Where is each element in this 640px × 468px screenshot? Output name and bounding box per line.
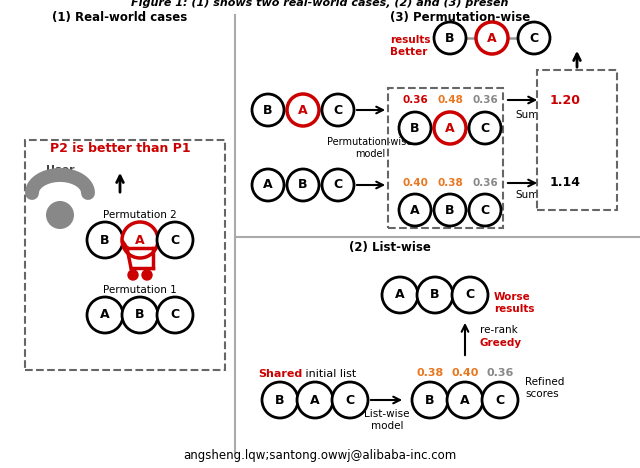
Text: Permutation 2: Permutation 2	[103, 210, 177, 220]
Bar	[25, 140, 225, 370]
Text: A: A	[460, 394, 470, 407]
Text: C: C	[170, 234, 180, 247]
Bar	[388, 88, 503, 228]
Text: A: A	[310, 394, 320, 407]
Circle shape	[252, 169, 284, 201]
Text: 0.38: 0.38	[417, 368, 444, 378]
Circle shape	[322, 94, 354, 126]
Circle shape	[412, 382, 448, 418]
Text: B: B	[275, 394, 285, 407]
Text: C: C	[170, 308, 180, 322]
Text: B: B	[445, 204, 455, 217]
Circle shape	[252, 94, 284, 126]
Circle shape	[332, 382, 368, 418]
Circle shape	[469, 112, 501, 144]
Text: 0.36: 0.36	[472, 95, 498, 105]
Text: 1.20: 1.20	[550, 94, 580, 107]
Text: B: B	[135, 308, 145, 322]
Circle shape	[518, 22, 550, 54]
Circle shape	[262, 382, 298, 418]
Circle shape	[452, 277, 488, 313]
Circle shape	[157, 297, 193, 333]
Circle shape	[87, 222, 123, 258]
Text: A: A	[487, 31, 497, 44]
Text: A: A	[100, 308, 110, 322]
Circle shape	[122, 222, 158, 258]
Text: Worse
results: Worse results	[494, 292, 534, 314]
Text: 0.36: 0.36	[486, 368, 514, 378]
Text: Figure 1: (1) shows two real-world cases, (2) and (3) presen: Figure 1: (1) shows two real-world cases…	[131, 0, 509, 8]
Text: User: User	[45, 165, 74, 175]
Text: B: B	[410, 122, 420, 134]
Circle shape	[399, 112, 431, 144]
Text: (3) Permutation-wise: (3) Permutation-wise	[390, 12, 531, 24]
Text: Sum: Sum	[515, 110, 538, 120]
Text: C: C	[346, 394, 355, 407]
Text: angsheng.lqw;santong.owwj@alibaba-inc.com: angsheng.lqw;santong.owwj@alibaba-inc.co…	[184, 448, 456, 461]
Text: initial list: initial list	[302, 369, 356, 379]
Text: B: B	[298, 178, 308, 191]
Text: Refined
scores: Refined scores	[525, 377, 564, 399]
Circle shape	[142, 270, 152, 280]
Circle shape	[417, 277, 453, 313]
Text: C: C	[333, 103, 342, 117]
Text: 1.14: 1.14	[550, 176, 580, 190]
Text: Permutation 1: Permutation 1	[103, 285, 177, 295]
Text: B: B	[100, 234, 109, 247]
Text: Sum: Sum	[515, 190, 538, 200]
Circle shape	[322, 169, 354, 201]
Text: C: C	[481, 122, 490, 134]
Circle shape	[157, 222, 193, 258]
Circle shape	[482, 382, 518, 418]
Text: List-wise
model: List-wise model	[364, 409, 410, 431]
Circle shape	[399, 194, 431, 226]
Circle shape	[447, 382, 483, 418]
Circle shape	[46, 201, 74, 229]
Text: P2 is better than P1: P2 is better than P1	[50, 141, 190, 154]
Text: (2) List-wise: (2) List-wise	[349, 241, 431, 255]
Circle shape	[434, 194, 466, 226]
Text: Permutation-wise
model: Permutation-wise model	[328, 137, 413, 159]
Text: 0.36: 0.36	[472, 178, 498, 188]
Text: 0.40: 0.40	[402, 178, 428, 188]
Text: C: C	[495, 394, 504, 407]
Text: A: A	[135, 234, 145, 247]
Text: A: A	[263, 178, 273, 191]
Text: (1) Real-world cases: (1) Real-world cases	[52, 12, 188, 24]
Text: B: B	[445, 31, 455, 44]
Text: 0.36: 0.36	[402, 95, 428, 105]
Text: 0.38: 0.38	[437, 178, 463, 188]
Circle shape	[122, 297, 158, 333]
Text: C: C	[333, 178, 342, 191]
Text: A: A	[395, 288, 405, 301]
Circle shape	[434, 22, 466, 54]
Circle shape	[434, 112, 466, 144]
Text: A: A	[445, 122, 455, 134]
Circle shape	[469, 194, 501, 226]
Text: B: B	[425, 394, 435, 407]
Text: Shared: Shared	[258, 369, 302, 379]
Text: A: A	[410, 204, 420, 217]
Text: 0.48: 0.48	[437, 95, 463, 105]
Circle shape	[476, 22, 508, 54]
Circle shape	[287, 94, 319, 126]
Text: A: A	[298, 103, 308, 117]
Circle shape	[87, 297, 123, 333]
Text: re-rank: re-rank	[480, 325, 518, 335]
Text: Greedy: Greedy	[480, 338, 522, 348]
Text: C: C	[529, 31, 539, 44]
Text: B: B	[263, 103, 273, 117]
Text: 0.40: 0.40	[451, 368, 479, 378]
Text: B: B	[430, 288, 440, 301]
Bar	[537, 70, 617, 210]
Circle shape	[382, 277, 418, 313]
Circle shape	[287, 169, 319, 201]
Circle shape	[297, 382, 333, 418]
Text: results: results	[390, 35, 431, 45]
Text: C: C	[465, 288, 475, 301]
Text: C: C	[481, 204, 490, 217]
Circle shape	[128, 270, 138, 280]
Text: Better: Better	[390, 47, 428, 57]
